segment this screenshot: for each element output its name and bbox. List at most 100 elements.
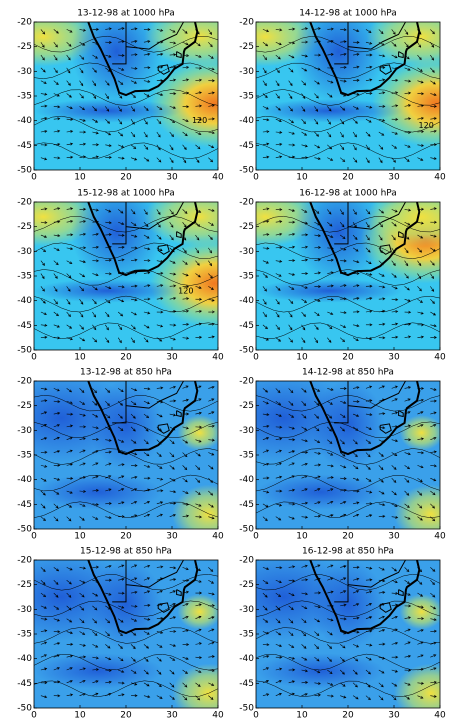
wind-arrow: [365, 29, 372, 33]
wind-arrow: [404, 490, 410, 496]
wind-arrow: [262, 311, 267, 318]
wind-arrow: [143, 259, 151, 263]
wind-arrow: [143, 106, 149, 112]
y-tick-label: -30: [17, 605, 32, 615]
wind-arrow: [130, 488, 138, 492]
wind-arrow: [66, 299, 71, 305]
wind-arrow: [156, 644, 163, 648]
wind-arrow: [131, 246, 138, 250]
wind-arrow: [339, 337, 346, 343]
wind-arrow: [40, 387, 48, 391]
wind-arrow: [301, 272, 309, 276]
wind-arrow: [79, 400, 86, 405]
wind-arrow: [430, 477, 437, 482]
wind-arrow: [143, 644, 150, 649]
wind-arrow: [365, 385, 373, 389]
wind-arrow: [40, 323, 48, 327]
wind-arrow: [301, 131, 308, 136]
wind-arrow: [378, 490, 385, 495]
wind-arrow: [182, 285, 190, 289]
wind-arrow: [130, 618, 138, 622]
wind-arrow: [417, 437, 424, 441]
wind-arrow: [40, 273, 45, 280]
wind-arrow: [275, 400, 282, 406]
field-blob: [34, 278, 182, 303]
wind-arrow: [417, 260, 422, 267]
contour: [256, 142, 440, 159]
wind-arrow: [156, 477, 164, 481]
wind-arrow: [353, 400, 360, 403]
border: [347, 22, 406, 50]
wind-arrow: [391, 117, 399, 121]
wind-arrow: [352, 501, 360, 505]
wind-arrow: [53, 260, 59, 266]
wind-arrow: [430, 234, 437, 238]
y-tick-label: -30: [17, 426, 32, 436]
wind-arrow: [314, 605, 321, 609]
wind-arrow: [40, 464, 48, 468]
wind-arrow: [340, 590, 347, 594]
wind-arrow: [105, 337, 110, 344]
wind-arrow: [327, 284, 334, 288]
wind-arrow: [105, 40, 112, 44]
wind-arrow: [118, 439, 125, 443]
wind-arrow: [391, 131, 398, 135]
field-blob: [34, 474, 163, 510]
wind-arrow: [340, 400, 347, 404]
wind-arrow: [391, 490, 397, 496]
wind-arrow: [378, 615, 385, 619]
y-tick-label: -35: [239, 451, 254, 461]
wind-arrow: [301, 80, 307, 86]
wind-arrow: [195, 490, 201, 495]
y-tick-label: -50: [17, 346, 32, 356]
wind-arrow: [143, 465, 151, 468]
wind-arrow: [262, 436, 270, 440]
wind-arrow: [430, 220, 437, 224]
x-tick-label: 30: [388, 532, 400, 542]
wind-arrow: [288, 488, 296, 492]
wind-arrow: [417, 654, 424, 658]
wind-arrow: [195, 642, 202, 646]
wind-arrow: [404, 91, 412, 95]
wind-arrow: [262, 654, 270, 658]
wind-arrow: [365, 131, 371, 137]
wind-arrow: [40, 42, 45, 48]
wind-arrow: [79, 655, 87, 659]
wind-arrow: [352, 247, 359, 252]
wind-arrow: [430, 667, 437, 671]
wind-arrow: [352, 337, 359, 341]
wind-arrow: [288, 93, 293, 100]
wind-arrow: [79, 337, 86, 342]
contour: [256, 89, 440, 106]
panel-title: 14-12-98 at 1000 hPa: [299, 9, 397, 19]
wind-arrow: [92, 80, 97, 87]
wind-arrow: [301, 450, 309, 454]
wind-arrow: [169, 385, 177, 389]
wind-arrow: [53, 286, 58, 292]
wind-arrow: [117, 106, 122, 112]
field-blob: [394, 484, 440, 529]
wind-arrow: [208, 273, 213, 279]
wind-arrow: [391, 465, 397, 470]
wind-arrow: [66, 42, 72, 47]
wind-arrow: [288, 462, 295, 466]
wind-arrow: [365, 399, 373, 403]
x-tick-label: 0: [31, 711, 37, 721]
wind-arrow: [79, 566, 87, 570]
wind-arrow: [143, 513, 151, 517]
wind-arrow: [417, 516, 423, 521]
wind-arrow: [378, 385, 385, 389]
wind-arrow: [288, 592, 295, 597]
wind-arrow: [40, 247, 47, 253]
y-tick-label: -30: [239, 67, 254, 77]
wind-arrow: [40, 116, 48, 120]
wind-arrow: [430, 399, 437, 403]
wind-arrow: [156, 489, 164, 493]
y-tick-label: -50: [239, 525, 254, 535]
wind-arrow: [378, 234, 383, 241]
wind-arrow: [169, 669, 175, 675]
wind-arrow: [288, 388, 294, 394]
wind-arrow: [105, 131, 112, 136]
x-tick-label: 30: [166, 532, 178, 542]
border: [125, 560, 184, 588]
